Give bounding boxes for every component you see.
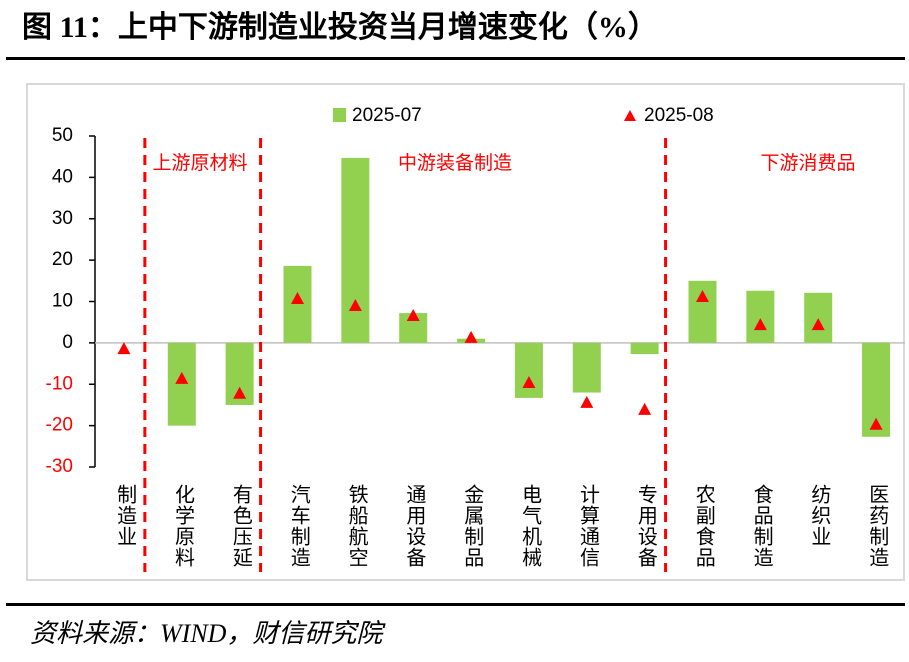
legend-swatch	[624, 110, 636, 121]
group-label: 上游原材料	[152, 152, 247, 174]
x-tick-label: 专用设备	[634, 484, 657, 568]
marker	[406, 308, 420, 321]
x-tick-label: 金属制品	[461, 484, 484, 568]
marker	[522, 376, 536, 389]
title-rule	[6, 57, 905, 60]
marker	[175, 371, 189, 384]
legend-label: 2025-08	[644, 105, 714, 126]
marker	[811, 318, 825, 331]
group-label: 中游装备制造	[398, 152, 512, 174]
x-tick-label: 电气机械	[519, 484, 542, 568]
x-tick-label: 农副食品	[692, 484, 715, 568]
marker	[696, 289, 709, 302]
x-tick-label: 汽车制造	[287, 484, 310, 568]
y-tick-label: 10	[52, 291, 73, 312]
group-label: 下游消费品	[760, 152, 855, 174]
y-tick-label: -10	[46, 373, 73, 394]
y-tick-label: 0	[62, 332, 73, 353]
y-tick-label: 50	[52, 125, 73, 146]
footer-rule	[6, 603, 905, 606]
y-tick-label: -20	[46, 415, 73, 436]
bar	[630, 342, 659, 355]
marker	[233, 386, 247, 399]
marker	[638, 402, 652, 415]
bar	[283, 265, 312, 343]
bar	[167, 342, 196, 426]
bar	[341, 157, 370, 343]
marker	[869, 417, 883, 430]
bar	[572, 342, 601, 393]
marker	[753, 318, 767, 331]
y-tick-label: 30	[52, 208, 73, 229]
x-tick-label: 铁船航空	[345, 484, 368, 568]
marker	[580, 395, 594, 408]
marker	[291, 292, 304, 305]
marker	[464, 330, 478, 343]
source: 资料来源：WIND，财信研究院	[30, 619, 386, 648]
y-tick-label: 20	[52, 249, 73, 270]
legend-label: 2025-07	[352, 105, 422, 126]
x-tick-label: 计算通信	[577, 484, 600, 568]
chart-title: 图 11：上中下游制造业投资当月增速变化（%）	[22, 10, 658, 44]
x-tick-label: 有色压延	[229, 484, 252, 568]
bar	[746, 290, 775, 343]
x-tick-label: 化学原料	[172, 484, 195, 568]
y-tick-label: -30	[46, 456, 73, 477]
x-tick-label: 医药制造	[866, 484, 889, 568]
y-tick-label: 40	[52, 166, 73, 187]
x-tick-label: 纺织业	[808, 484, 831, 547]
chart-frame	[26, 83, 905, 581]
bar	[804, 292, 833, 343]
marker	[348, 299, 362, 312]
x-tick-label: 通用设备	[403, 484, 426, 568]
bar	[514, 342, 543, 398]
legend-swatch	[333, 108, 346, 122]
marker	[117, 342, 131, 355]
x-tick-label: 食品制造	[750, 484, 773, 568]
x-tick-label: 制造业	[114, 484, 137, 547]
